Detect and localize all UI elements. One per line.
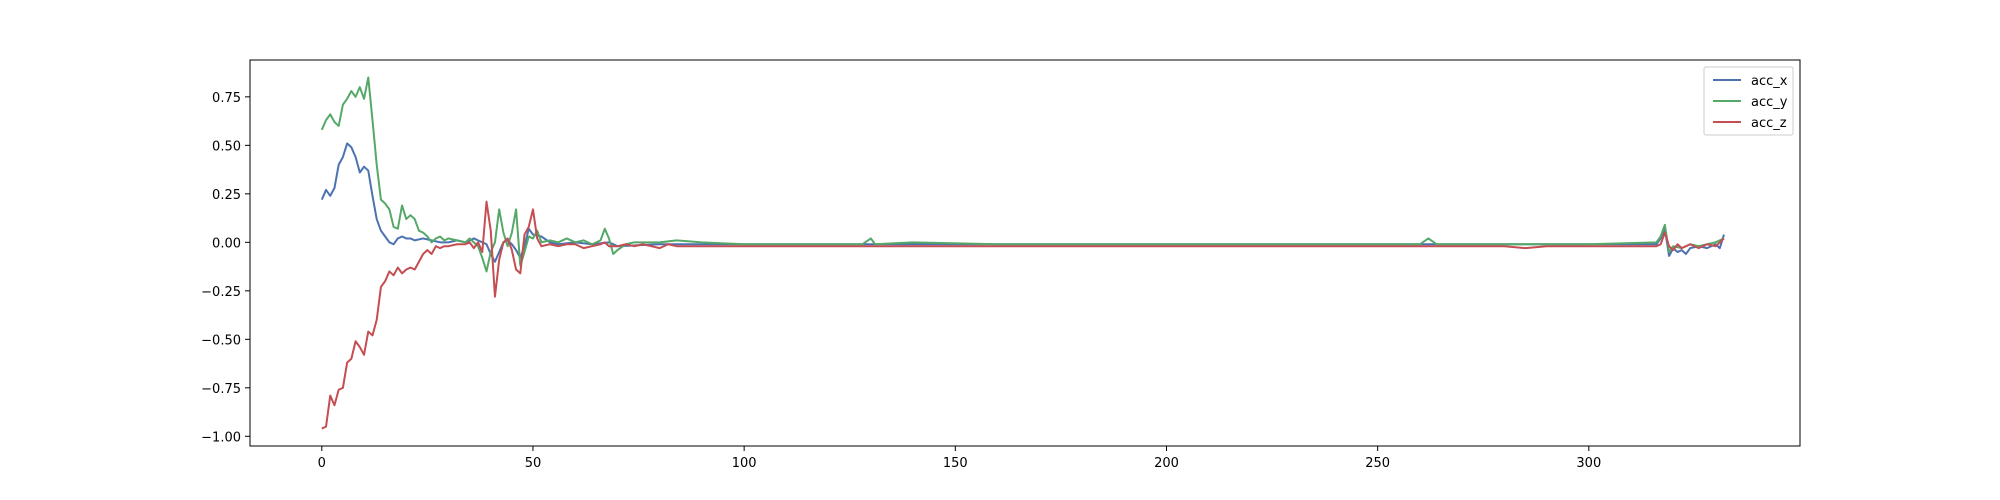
x-tick-label: 50: [525, 456, 542, 471]
legend-label-acc_x: acc_x: [1751, 74, 1788, 89]
x-tick-label: 200: [1154, 456, 1179, 471]
x-tick-label: 100: [732, 456, 757, 471]
series-line-acc_z: [321, 200, 1725, 430]
y-tick-label: 0.50: [212, 139, 241, 154]
legend-label-acc_y: acc_y: [1751, 95, 1788, 110]
legend: acc_x acc_y acc_z: [1703, 66, 1794, 136]
x-axis: 0 50 100 150 200 250 300: [318, 446, 1601, 471]
series-line-acc_x: [320, 142, 1725, 263]
y-tick-label: −0.25: [201, 285, 241, 300]
x-tick-label: 150: [943, 456, 968, 471]
series-layer: [320, 76, 1725, 430]
legend-box: [1703, 66, 1794, 136]
y-tick-label: −0.75: [201, 382, 241, 397]
series-line-acc_y: [320, 76, 1725, 273]
plot-frame: [249, 59, 1801, 447]
y-tick-label: 0.00: [212, 236, 241, 251]
y-tick-label: 0.25: [212, 188, 241, 203]
y-tick-label: 0.75: [212, 91, 241, 106]
y-tick-label: −1.00: [201, 430, 241, 445]
x-tick-label: 250: [1365, 456, 1390, 471]
x-tick-label: 300: [1576, 456, 1601, 471]
x-tick-label: 0: [318, 456, 326, 471]
y-tick-label: −0.50: [201, 333, 241, 348]
y-axis: −1.00 −0.75 −0.50 −0.25 0.00 0.25 0.50 0.75: [201, 91, 250, 445]
legend-label-acc_z: acc_z: [1751, 116, 1787, 131]
